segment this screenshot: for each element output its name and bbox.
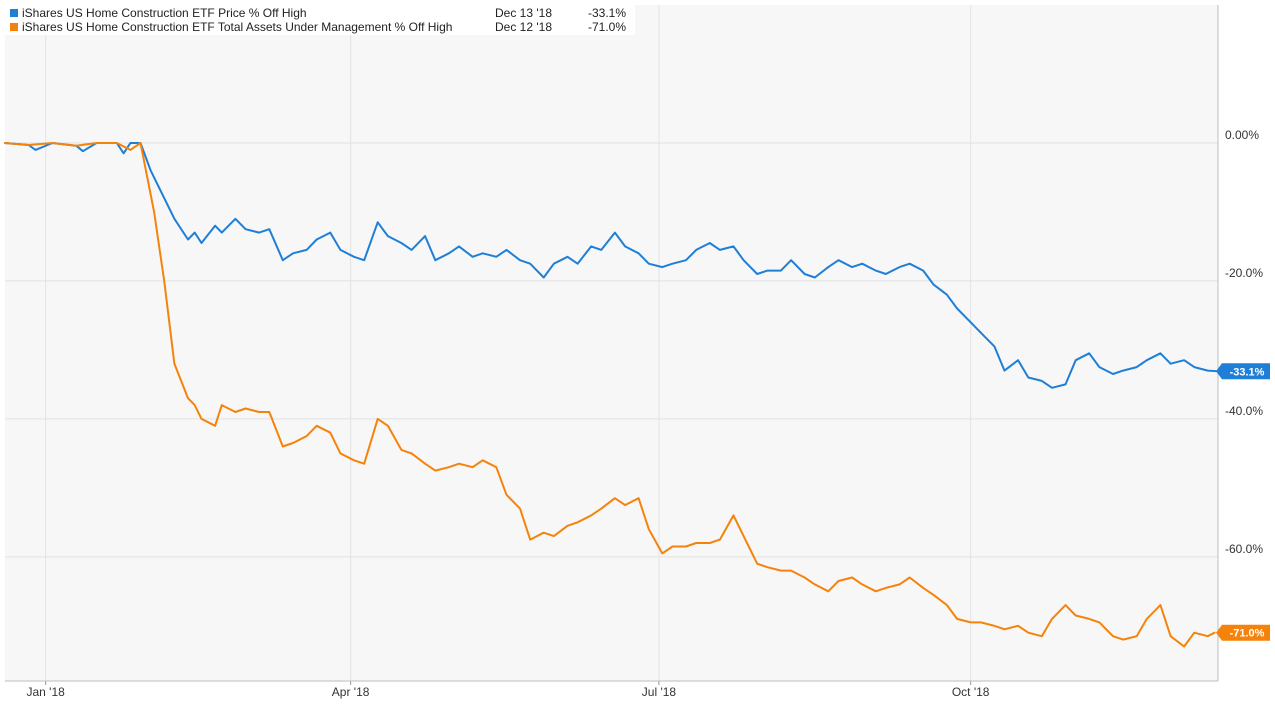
y-axis: 0.00% -20.0% -40.0% -60.0% — [1225, 128, 1263, 556]
end-value-label-1: -71.0% — [1230, 628, 1265, 640]
series-layer — [4, 142, 1219, 648]
x-axis: Jan '18 Apr '18 Jul '18 Oct '18 — [5, 5, 1219, 699]
legend-last-date: Dec 12 '18 — [495, 20, 552, 34]
grid-lines — [5, 5, 1218, 681]
end-value-tag-0 — [1216, 363, 1270, 380]
x-tick-label: Apr '18 — [332, 685, 370, 699]
legend-background — [5, 5, 635, 35]
y-tick-label: -60.0% — [1225, 542, 1263, 556]
plot-area — [5, 5, 1218, 681]
end-labels: -33.1% -71.0% — [1216, 363, 1270, 641]
series-line-1 — [4, 142, 1216, 648]
legend-swatch — [10, 9, 18, 17]
legend-last-value: -71.0% — [588, 20, 626, 34]
end-value-label-0: -33.1% — [1230, 366, 1265, 378]
legend-last-date: Dec 13 '18 — [495, 6, 552, 20]
x-tick-label: Jul '18 — [642, 685, 677, 699]
y-tick-label: -20.0% — [1225, 266, 1263, 280]
x-tick-label: Jan '18 — [26, 685, 65, 699]
legend-series-name: iShares US Home Construction ETF Total A… — [22, 20, 452, 34]
legend-last-value: -33.1% — [588, 6, 626, 20]
legend-swatch — [10, 23, 18, 31]
y-tick-label: 0.00% — [1225, 128, 1259, 142]
legend: iShares US Home Construction ETF Price %… — [5, 5, 635, 35]
y-tick-label: -40.0% — [1225, 404, 1263, 418]
end-value-tag-1 — [1216, 624, 1270, 641]
legend-series-name: iShares US Home Construction ETF Price %… — [22, 6, 307, 20]
series-line-0 — [4, 142, 1219, 389]
x-tick-label: Oct '18 — [952, 685, 990, 699]
